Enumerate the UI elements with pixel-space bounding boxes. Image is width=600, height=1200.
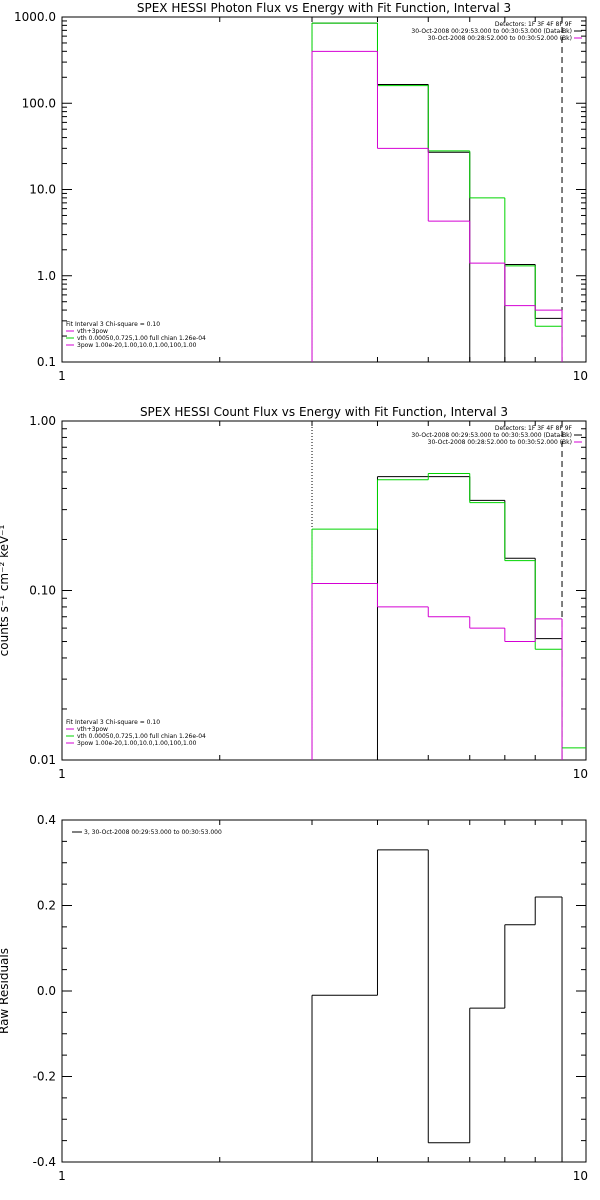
y-axis-label: Raw Residuals [0,948,11,1034]
x-tick-label: 1 [58,369,66,383]
series-group [311,849,563,1162]
plot-frame [61,420,587,761]
series-group [311,22,563,362]
x-tick-label: 1 [58,767,66,781]
legend-entry: 30-Oct-2008 00:29:53.000 to 00:30:53.000… [411,432,572,439]
y-tick-label: 1.00 [29,414,56,428]
legend-entry: 30-Oct-2008 00:28:52.000 to 00:30:52.000… [428,35,572,42]
series-group [311,473,586,760]
y-tick-label: 1.0 [37,269,56,283]
y-tick-label: 10.0 [29,183,56,197]
legend-entry: 30-Oct-2008 00:28:52.000 to 00:30:52.000… [428,439,572,446]
legend-entry: Detectors: 1F 3F 4F 8F 9F [495,425,573,432]
x-tick-label: 10 [573,767,588,781]
legend-entry: 3pow 1.00e-20,1.00,10.0,1.00,100,1.00 [77,740,197,747]
y-tick-label: 1000.0 [14,10,56,24]
legend-entry: 3pow 1.00e-20,1.00,10.0,1.00,100,1.00 [77,342,197,349]
chart-title: SPEX HESSI Photon Flux vs Energy with Fi… [137,1,511,15]
y-tick-label: 0.01 [29,753,56,767]
y-tick-label: 100.0 [22,96,56,110]
chart-title: SPEX HESSI Count Flux vs Energy with Fit… [140,405,508,419]
legend-entry: vth+3pow [77,328,108,335]
y-tick-label: 0.10 [29,584,56,598]
plot-frame [61,16,587,363]
legend-entry: 30-Oct-2008 00:29:53.000 to 00:30:53.000… [411,28,572,35]
legend-fit-info: Fit Interval 3 Chi-square = 0.10 [66,321,160,328]
legend-entry: 3, 30-Oct-2008 00:29:53.000 to 00:30:53.… [84,829,222,836]
x-tick-label: 1 [58,1169,66,1183]
legend-entry: vth+3pow [77,726,108,733]
y-axis-label: counts s⁻¹ cm⁻² keV⁻¹ [0,524,11,656]
y-tick-label: 0.0 [37,984,56,998]
x-tick-label: 10 [573,1169,588,1183]
y-tick-label: -0.2 [33,1070,56,1084]
plot-frame [61,819,587,1163]
y-tick-label: -0.4 [33,1155,56,1169]
y-tick-label: 0.1 [37,355,56,369]
chart-panel-1: SPEX HESSI Photon Flux vs Energy with Fi… [14,1,588,383]
legend-entry: Detectors: 1F 3F 4F 8F 9F [495,21,573,28]
y-tick-label: 0.4 [37,813,56,827]
chart-panel-2: SPEX HESSI Count Flux vs Energy with Fit… [0,405,588,781]
legend-entry: vth 0.00050,0.725,1.00 full chian 1.26e-… [77,733,206,740]
legend-fit-info: Fit Interval 3 Chi-square = 0.10 [66,719,160,726]
x-tick-label: 10 [573,369,588,383]
chart-panel-3: Raw Residuals -0.4 -0.2 0.0 0.2 0.4 1 10 3, 30-O… [0,813,588,1183]
y-tick-label: 0.2 [37,899,56,913]
legend-entry: vth 0.00050,0.725,1.00 full chian 1.26e-… [77,335,206,342]
